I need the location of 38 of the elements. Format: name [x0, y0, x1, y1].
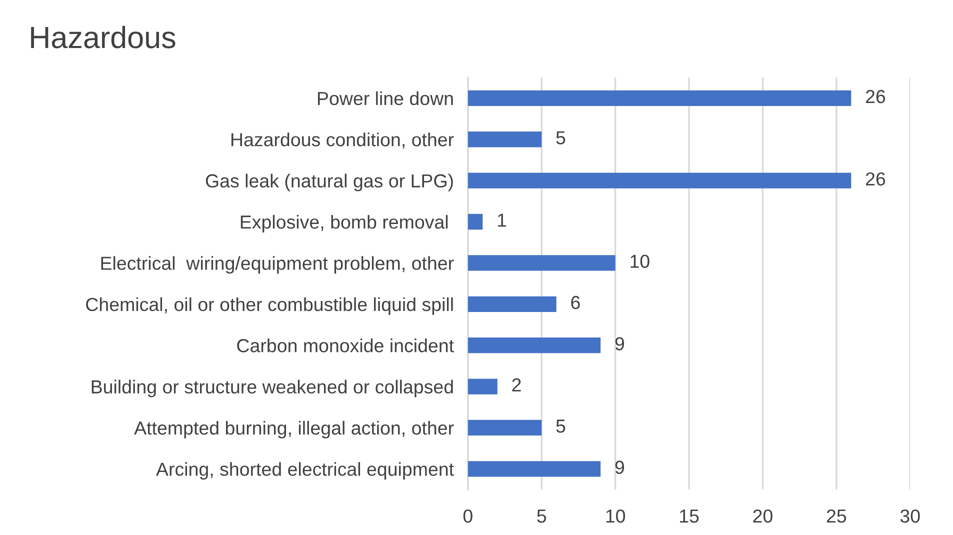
y-tick-label: Power line down [318, 91, 453, 106]
y-tick-label: Explosive, bomb removal [240, 214, 448, 232]
data-label: 9 [615, 460, 624, 474]
x-tick-label: 0 [463, 509, 472, 523]
x-tick-label: 30 [900, 509, 920, 523]
y-tick-label: Electrical wiring/equipment problem, other [101, 256, 454, 274]
data-label: 9 [615, 337, 624, 350]
bar [468, 255, 616, 271]
x-tick-label: 15 [680, 510, 699, 523]
y-tick-label: Gas leak (natural gas or LPG) [206, 174, 453, 192]
x-tick-label: 20 [753, 509, 772, 523]
y-tick-label: Arcing, shorted electrical equipment [156, 462, 454, 480]
y-tick-label: Attempted burning, illegal action, other [134, 420, 454, 438]
text: Hazardous [31, 26, 176, 48]
data-label: 5 [556, 420, 566, 433]
data-label: 5 [556, 131, 566, 144]
x-tick-label: 5 [537, 510, 546, 523]
bar [468, 172, 852, 188]
bar [468, 296, 556, 312]
data-label: 2 [512, 378, 521, 392]
bar [468, 132, 542, 148]
data-label: 26 [866, 172, 886, 186]
bar [468, 338, 601, 354]
data-label: 6 [571, 296, 580, 310]
x-tick-label: 25 [826, 509, 846, 523]
bar [468, 214, 483, 230]
y-tick-label: Hazardous condition, other [231, 132, 454, 149]
data-label: 10 [630, 254, 650, 268]
bar [468, 90, 852, 106]
y-tick-label: Building or structure weakened or collapsed [92, 380, 453, 398]
data-label: 1 [498, 214, 506, 227]
bar [468, 420, 542, 436]
x-tick-label: 10 [606, 509, 626, 523]
data-label: 26 [866, 90, 886, 104]
y-tick-label: Chemical, oil or other combustible liquid spill [86, 297, 453, 315]
bar [468, 378, 498, 394]
y-tick-label: Carbon monoxide incident [237, 338, 454, 352]
bar [468, 461, 601, 477]
